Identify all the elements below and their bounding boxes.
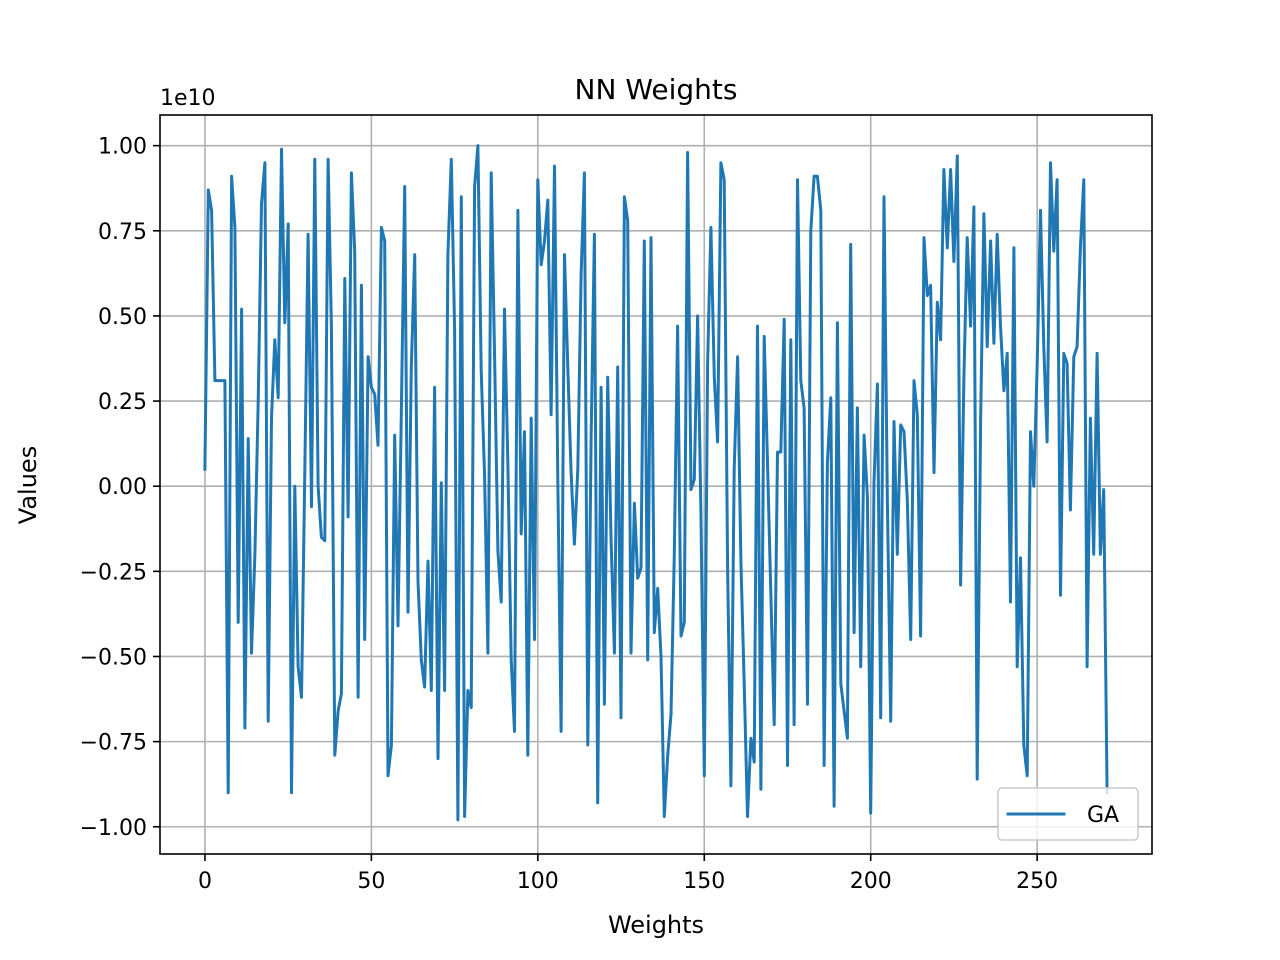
x-tick-label: 100 <box>517 869 559 894</box>
x-tick-label: 50 <box>357 869 385 894</box>
y-offset-label: 1e10 <box>160 86 216 111</box>
legend-label: GA <box>1087 803 1119 828</box>
y-tick-label: 0.75 <box>98 220 147 245</box>
y-tick-label: 0.25 <box>98 390 147 415</box>
series-group <box>203 144 1109 822</box>
plot-area-background <box>160 115 1152 854</box>
y-tick-label: −0.25 <box>80 560 147 585</box>
x-tick-label: 250 <box>1016 869 1058 894</box>
y-axis-label: Values <box>14 446 42 524</box>
x-tick-label: 150 <box>683 869 725 894</box>
y-tick-label: 0.50 <box>98 305 147 330</box>
plot-frame <box>159 114 1153 855</box>
x-axis-label: Weights <box>608 911 704 939</box>
series-line-ga <box>203 144 1109 822</box>
tick-group: 0 50 100 150 200 250 1.00 0.75 0.50 0.25 0.00 −0.25… <box>80 135 1059 894</box>
y-tick-label: 1.00 <box>98 135 147 160</box>
legend: GA <box>997 787 1139 841</box>
y-tick-label: −0.75 <box>80 731 147 756</box>
y-tick-label: −1.00 <box>80 816 147 841</box>
x-tick-label: 0 <box>198 869 212 894</box>
chart-title: NN Weights <box>575 73 738 106</box>
y-tick-label: −0.50 <box>80 645 147 670</box>
y-tick-label: 0.00 <box>98 475 147 500</box>
x-tick-label: 200 <box>850 869 892 894</box>
legend-box <box>997 787 1139 841</box>
